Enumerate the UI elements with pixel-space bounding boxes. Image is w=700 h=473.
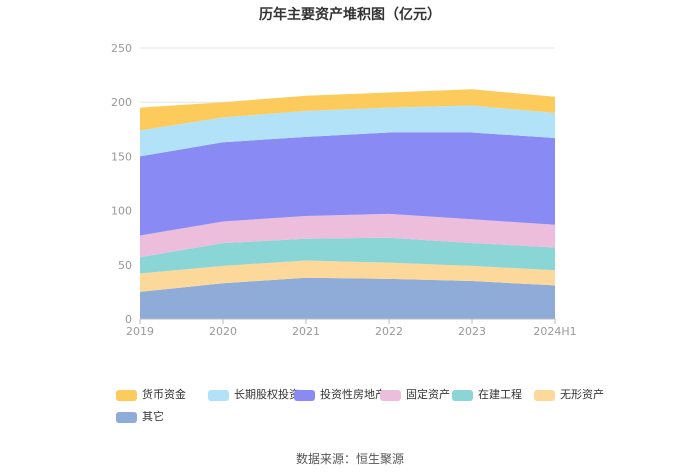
- area-series-货币资金: [140, 89, 555, 131]
- legend-item[interactable]: 长期股权投资: [208, 388, 300, 402]
- legend-item[interactable]: 货币资金: [116, 388, 186, 402]
- legend-swatch: [534, 389, 555, 401]
- y-tick-label: 100: [111, 205, 132, 218]
- x-tick-label: 2021: [292, 325, 320, 338]
- legend-swatch: [116, 389, 137, 401]
- area-series-在建工程: [140, 237, 555, 274]
- x-tick-label: 2020: [209, 325, 237, 338]
- legend-label: 投资性房地产: [320, 388, 386, 401]
- source-note: 数据来源：恒生聚源: [295, 452, 404, 466]
- legend-label: 货币资金: [142, 388, 186, 401]
- legend-swatch: [294, 389, 315, 401]
- y-tick-label: 250: [111, 42, 132, 55]
- legend-swatch: [116, 411, 137, 423]
- legend-label: 长期股权投资: [234, 388, 300, 401]
- x-tick-label: 2022: [375, 325, 403, 338]
- chart-title: 历年主要资产堆积图（亿元）: [259, 7, 441, 23]
- legend-label: 固定资产: [406, 388, 450, 401]
- area-series-投资性房地产: [140, 132, 555, 236]
- legend-item[interactable]: 其它: [116, 410, 164, 424]
- legend-item[interactable]: 无形资产: [534, 388, 604, 402]
- area-series-其它: [140, 277, 555, 319]
- area-series-无形资产: [140, 260, 555, 292]
- legend-label: 其它: [142, 410, 164, 423]
- y-tick-label: 150: [111, 150, 132, 163]
- legend-label: 无形资产: [560, 388, 604, 401]
- legend-swatch: [380, 389, 401, 401]
- x-tick-label: 2024H1: [533, 325, 576, 338]
- chart-plot: 0 50 100 150 200 250 2019 2020 2021 2022 2023 2024H…: [111, 42, 577, 338]
- legend-item[interactable]: 在建工程: [452, 388, 522, 402]
- legend-label: 在建工程: [478, 388, 522, 401]
- area-series-长期股权投资: [140, 105, 555, 157]
- legend-swatch: [452, 389, 473, 401]
- axis-layer: 0 50 100 150 200 250 2019 2020 2021 2022 2023 2024H…: [111, 42, 577, 338]
- legend-item[interactable]: 固定资产: [380, 388, 450, 402]
- legend-item[interactable]: 投资性房地产: [294, 388, 386, 402]
- y-tick-label: 0: [125, 313, 132, 326]
- y-tick-label: 200: [111, 96, 132, 109]
- area-layer: [140, 89, 555, 319]
- y-tick-label: 50: [118, 259, 132, 272]
- legend-swatch: [208, 389, 229, 401]
- x-tick-label: 2023: [458, 325, 486, 338]
- area-series-固定资产: [140, 213, 555, 258]
- x-tick-label: 2019: [126, 325, 154, 338]
